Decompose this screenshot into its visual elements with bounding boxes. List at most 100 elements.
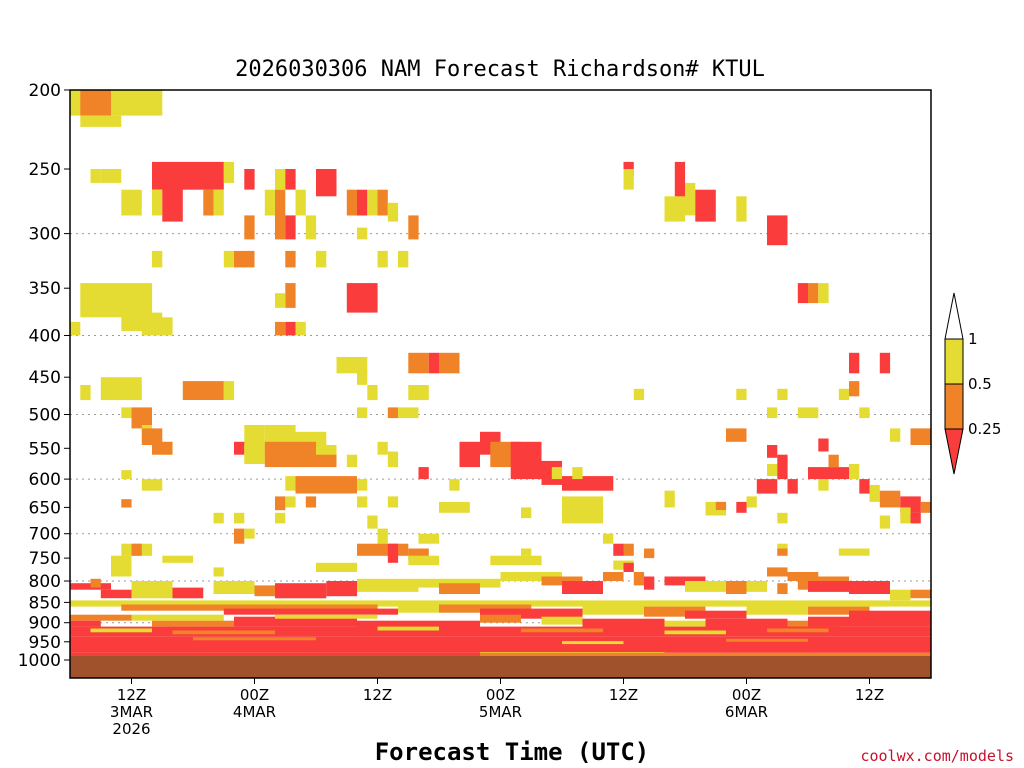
ri-cell bbox=[808, 283, 819, 304]
ri-cell bbox=[613, 543, 624, 556]
ri-cell bbox=[377, 441, 388, 455]
ri-cell bbox=[346, 189, 358, 216]
ri-cell bbox=[305, 215, 317, 240]
ri-cell bbox=[818, 283, 829, 304]
ri-cell bbox=[285, 321, 296, 336]
ri-cell bbox=[387, 451, 399, 468]
ri-cell bbox=[439, 352, 460, 374]
ri-cell bbox=[141, 317, 173, 336]
ri-cell bbox=[644, 606, 706, 617]
ri-cell bbox=[90, 628, 152, 633]
ri-cell bbox=[141, 428, 163, 445]
ri-cell bbox=[849, 581, 890, 594]
colorbar-label-0-5: 0.5 bbox=[968, 375, 992, 393]
y-tick-label: 700 bbox=[29, 525, 61, 545]
ri-cell bbox=[234, 441, 245, 455]
ri-cell bbox=[162, 182, 183, 222]
ri-cell bbox=[808, 581, 849, 592]
ri-cell bbox=[859, 407, 870, 419]
ri-cell bbox=[623, 169, 634, 190]
ri-cell bbox=[808, 606, 870, 615]
ri-cell bbox=[80, 385, 91, 401]
ri-cell bbox=[808, 616, 931, 627]
ri-cell bbox=[838, 548, 870, 556]
ri-cell bbox=[890, 589, 911, 601]
ri-cell bbox=[910, 428, 931, 445]
ri-cell bbox=[193, 637, 316, 641]
ri-cell bbox=[767, 628, 829, 633]
ri-cell bbox=[275, 293, 286, 308]
ri-cell bbox=[869, 484, 880, 502]
ri-cell bbox=[849, 381, 860, 397]
x-tick-label: 4MAR bbox=[233, 703, 276, 721]
ri-cell bbox=[387, 407, 399, 419]
ri-cell bbox=[664, 576, 706, 586]
ri-cell bbox=[387, 496, 399, 508]
ri-cell bbox=[685, 182, 696, 216]
x-tick-label: 00Z bbox=[486, 686, 515, 704]
ri-cell bbox=[367, 515, 378, 529]
y-tick-label: 550 bbox=[29, 439, 61, 459]
ri-cell bbox=[562, 476, 614, 491]
ri-cell bbox=[480, 608, 583, 619]
ri-cell bbox=[408, 385, 429, 401]
ri-cell bbox=[521, 628, 603, 633]
ri-cell bbox=[377, 626, 439, 631]
ri-cell bbox=[80, 90, 112, 116]
ground-band bbox=[70, 656, 931, 678]
ri-cell bbox=[808, 467, 849, 480]
ri-cell bbox=[767, 445, 778, 458]
ri-cell bbox=[551, 467, 563, 480]
ri-cell bbox=[818, 479, 829, 491]
ri-cell bbox=[767, 464, 778, 477]
ri-cell bbox=[787, 479, 798, 494]
ri-cell bbox=[664, 630, 726, 635]
ri-cell bbox=[736, 196, 747, 222]
y-tick-label: 350 bbox=[29, 279, 61, 299]
ri-cell bbox=[121, 470, 132, 480]
ri-cell bbox=[828, 454, 839, 468]
ri-cell bbox=[644, 548, 655, 559]
ri-cell bbox=[234, 512, 245, 524]
ri-cell bbox=[418, 578, 501, 588]
ri-cell bbox=[890, 428, 901, 442]
ri-cell bbox=[736, 388, 747, 400]
ri-cell bbox=[387, 202, 399, 222]
ri-cell bbox=[234, 616, 357, 627]
ri-cell bbox=[777, 388, 788, 400]
ri-cell bbox=[121, 189, 142, 216]
y-tick-label: 750 bbox=[29, 549, 61, 569]
ri-cell bbox=[849, 464, 860, 480]
ri-cell bbox=[213, 189, 224, 216]
ri-cell bbox=[316, 169, 337, 197]
ri-cell bbox=[920, 501, 932, 513]
ri-cell bbox=[254, 585, 275, 597]
ri-cell bbox=[726, 428, 747, 442]
chart-title: 2026030306 NAM Forecast Richardson# KTUL bbox=[235, 57, 765, 82]
ri-cell bbox=[275, 169, 286, 190]
ri-cell bbox=[367, 189, 378, 216]
ri-cell bbox=[398, 407, 419, 419]
ri-cell bbox=[295, 431, 327, 445]
ri-cell bbox=[131, 614, 224, 621]
ri-cell bbox=[685, 581, 726, 592]
ri-cell bbox=[756, 479, 778, 494]
ri-cell bbox=[408, 555, 440, 566]
credit-link[interactable]: coolwx.com/models bbox=[860, 747, 1014, 765]
ri-cell bbox=[428, 352, 440, 374]
ri-cell bbox=[244, 445, 265, 464]
ri-cell bbox=[357, 578, 419, 592]
ri-cell bbox=[674, 161, 686, 203]
y-tick-label: 900 bbox=[29, 614, 61, 634]
ri-cell bbox=[213, 581, 255, 594]
ri-cell bbox=[275, 512, 286, 524]
ri-cell bbox=[398, 604, 439, 613]
ri-cell bbox=[90, 578, 101, 588]
ri-cell bbox=[439, 501, 470, 513]
x-tick-label: 5MAR bbox=[479, 703, 522, 721]
ri-cell bbox=[295, 476, 357, 494]
ri-cell bbox=[777, 548, 788, 556]
ri-cell bbox=[285, 476, 296, 491]
